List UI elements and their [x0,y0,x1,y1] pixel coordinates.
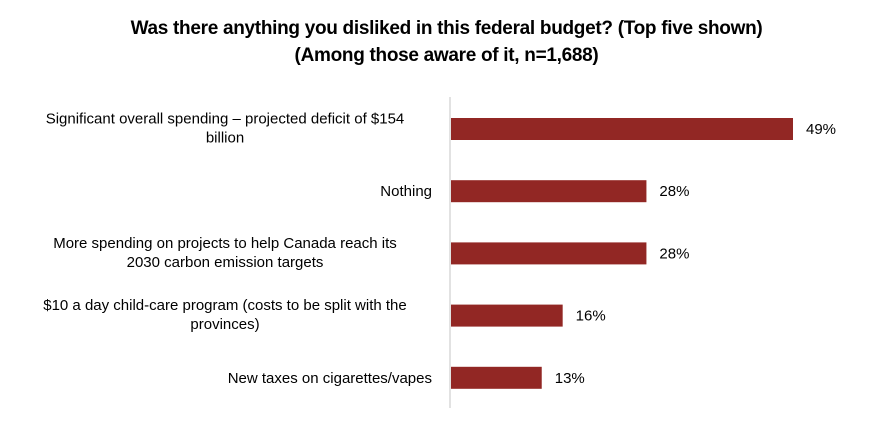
value-label-2: 28% [659,183,689,200]
value-label-1: 49% [806,121,836,138]
value-label-4: 16% [576,308,606,325]
category-label-3-line-2: 2030 carbon emission targets [127,254,324,271]
category-label-5: New taxes on cigarettes/vapes [228,370,432,387]
bar-3 [451,242,647,265]
chart-subtitle: (Among those aware of it, n=1,688) [294,45,599,66]
category-label-4-line-1: $10 a day child-care program (costs to b… [43,297,407,314]
bar-2 [451,180,647,203]
bar-4 [451,304,563,327]
chart-title: Was there anything you disliked in this … [130,18,763,39]
value-label-3: 28% [659,245,689,262]
category-label-1-line-2: billion [206,130,244,147]
category-label-4-line-2: provinces) [190,316,259,333]
bar-5 [451,366,542,389]
category-label-3-line-1: More spending on projects to help Canada… [53,235,397,252]
bar-1 [451,118,793,140]
category-label-2: Nothing [380,183,432,200]
category-label-1-line-1: Significant overall spending – projected… [46,111,405,128]
value-label-5: 13% [555,370,585,387]
